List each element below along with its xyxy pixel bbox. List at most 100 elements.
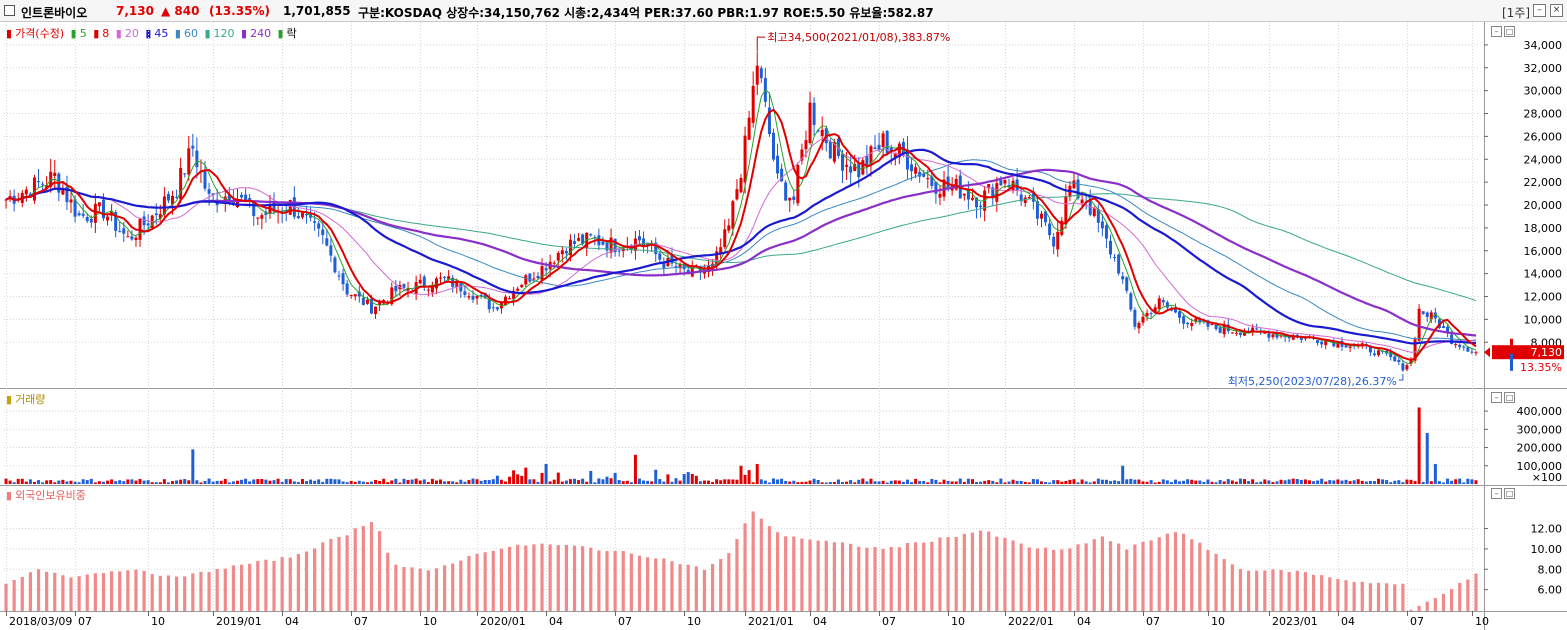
foreign-bar — [288, 557, 292, 611]
candle-body — [946, 176, 950, 187]
foreign-bar — [1060, 549, 1064, 611]
volume-bar — [179, 479, 183, 484]
candle-body — [508, 298, 512, 300]
candle-body — [1409, 359, 1413, 364]
candle-body — [743, 135, 747, 183]
candle-body — [65, 186, 69, 203]
foreign-bar — [873, 547, 877, 611]
foreign-y-tick-label: 6.00 — [1538, 584, 1563, 597]
foreign-bar — [256, 561, 260, 611]
foreign-bar — [280, 557, 284, 611]
candle-body — [126, 236, 130, 238]
candle-body — [885, 130, 889, 154]
foreign-bar — [248, 563, 252, 611]
candle-body — [353, 294, 357, 297]
candle-body — [284, 210, 288, 212]
candle-body — [938, 193, 942, 198]
candle-body — [1214, 323, 1218, 330]
volume-bar — [114, 481, 118, 484]
ma20-line — [5, 138, 1477, 353]
volume-pane-minimize-icon[interactable]: – — [1491, 392, 1502, 403]
foreign-bar — [694, 566, 698, 611]
volume-bar — [804, 481, 808, 484]
candle-body — [735, 189, 739, 200]
volume-bar — [1356, 479, 1360, 484]
volume-bar — [702, 480, 706, 484]
volume-bar — [1052, 480, 1056, 484]
minimize-icon[interactable]: – — [1533, 4, 1546, 17]
candle-body — [747, 117, 751, 140]
volume-bar — [536, 481, 540, 484]
foreign-bar — [426, 570, 430, 611]
volume-bar — [1312, 481, 1316, 484]
candle-body — [365, 299, 369, 304]
x-tick-label: 10 — [1211, 615, 1225, 628]
candle-body — [235, 199, 239, 208]
foreign-bar — [1458, 582, 1462, 611]
volume-unit-label: ×100 — [1532, 471, 1562, 484]
candle-body — [1141, 316, 1145, 323]
volume-bar — [187, 480, 191, 484]
candle-body — [771, 132, 775, 160]
volume-bar — [698, 481, 702, 484]
candle-body — [1019, 194, 1023, 202]
volume-bar — [1336, 479, 1340, 484]
foreign-bar — [1450, 589, 1454, 611]
volume-bar — [824, 482, 828, 484]
candle-body — [524, 275, 528, 285]
volume-bar — [674, 478, 678, 484]
volume-bar — [1299, 479, 1303, 484]
stock-change-pct: (13.35%) — [209, 4, 270, 18]
volume-bar — [231, 481, 235, 484]
volume-bar — [264, 479, 268, 484]
candle-body — [1186, 322, 1190, 325]
volume-bar — [1474, 480, 1478, 484]
volume-bar — [394, 478, 398, 484]
candle-body — [788, 197, 792, 201]
candle-body — [69, 199, 73, 203]
foreign-bar — [1417, 605, 1421, 611]
candle-body — [341, 273, 345, 285]
candle-body — [1332, 341, 1336, 347]
volume-pane-maximize-icon[interactable]: □ — [1504, 392, 1515, 403]
volume-bar — [325, 478, 329, 484]
volume-bar — [857, 479, 861, 484]
volume-bar — [845, 481, 849, 484]
candle-body — [1389, 352, 1393, 358]
price-pane-maximize-icon[interactable]: □ — [1504, 26, 1515, 37]
volume-bar — [1044, 481, 1048, 484]
volume-bar — [1169, 482, 1173, 484]
foreign-bar — [378, 531, 382, 611]
candle-body — [832, 141, 836, 162]
candle-body — [1263, 332, 1267, 334]
volume-bar — [455, 482, 459, 484]
candle-body — [418, 279, 422, 284]
volume-y-tick-label: 200,000 — [1517, 442, 1563, 455]
foreign-pane-maximize-icon[interactable]: □ — [1504, 488, 1515, 499]
volume-bar — [946, 480, 950, 484]
x-tick-label: 04 — [1077, 615, 1091, 628]
volume-bar — [402, 478, 406, 484]
price-y-tick-label: 34,000 — [1524, 39, 1563, 52]
volume-bar — [1226, 479, 1230, 484]
volume-bar — [1324, 481, 1328, 484]
legend-ma5: 5 — [79, 27, 87, 40]
price-pane-minimize-icon[interactable]: – — [1491, 26, 1502, 37]
close-icon[interactable]: × — [1550, 4, 1563, 17]
volume-bar — [463, 481, 467, 484]
volume-bar — [1234, 481, 1238, 484]
foreign-bar — [158, 575, 162, 611]
foreign-bar — [1206, 549, 1210, 611]
volume-bar — [1405, 479, 1409, 484]
candle-body — [402, 284, 406, 288]
foreign-pane-minimize-icon[interactable]: – — [1491, 488, 1502, 499]
candle-body — [914, 167, 918, 174]
select-checkbox[interactable] — [4, 5, 15, 16]
candle-body — [1251, 327, 1255, 333]
volume-bar — [1064, 481, 1068, 484]
period-selector[interactable]: [1주] — [1502, 6, 1531, 20]
volume-bar — [1214, 482, 1218, 484]
volume-bar — [820, 482, 824, 484]
volume-bar — [1129, 478, 1133, 484]
